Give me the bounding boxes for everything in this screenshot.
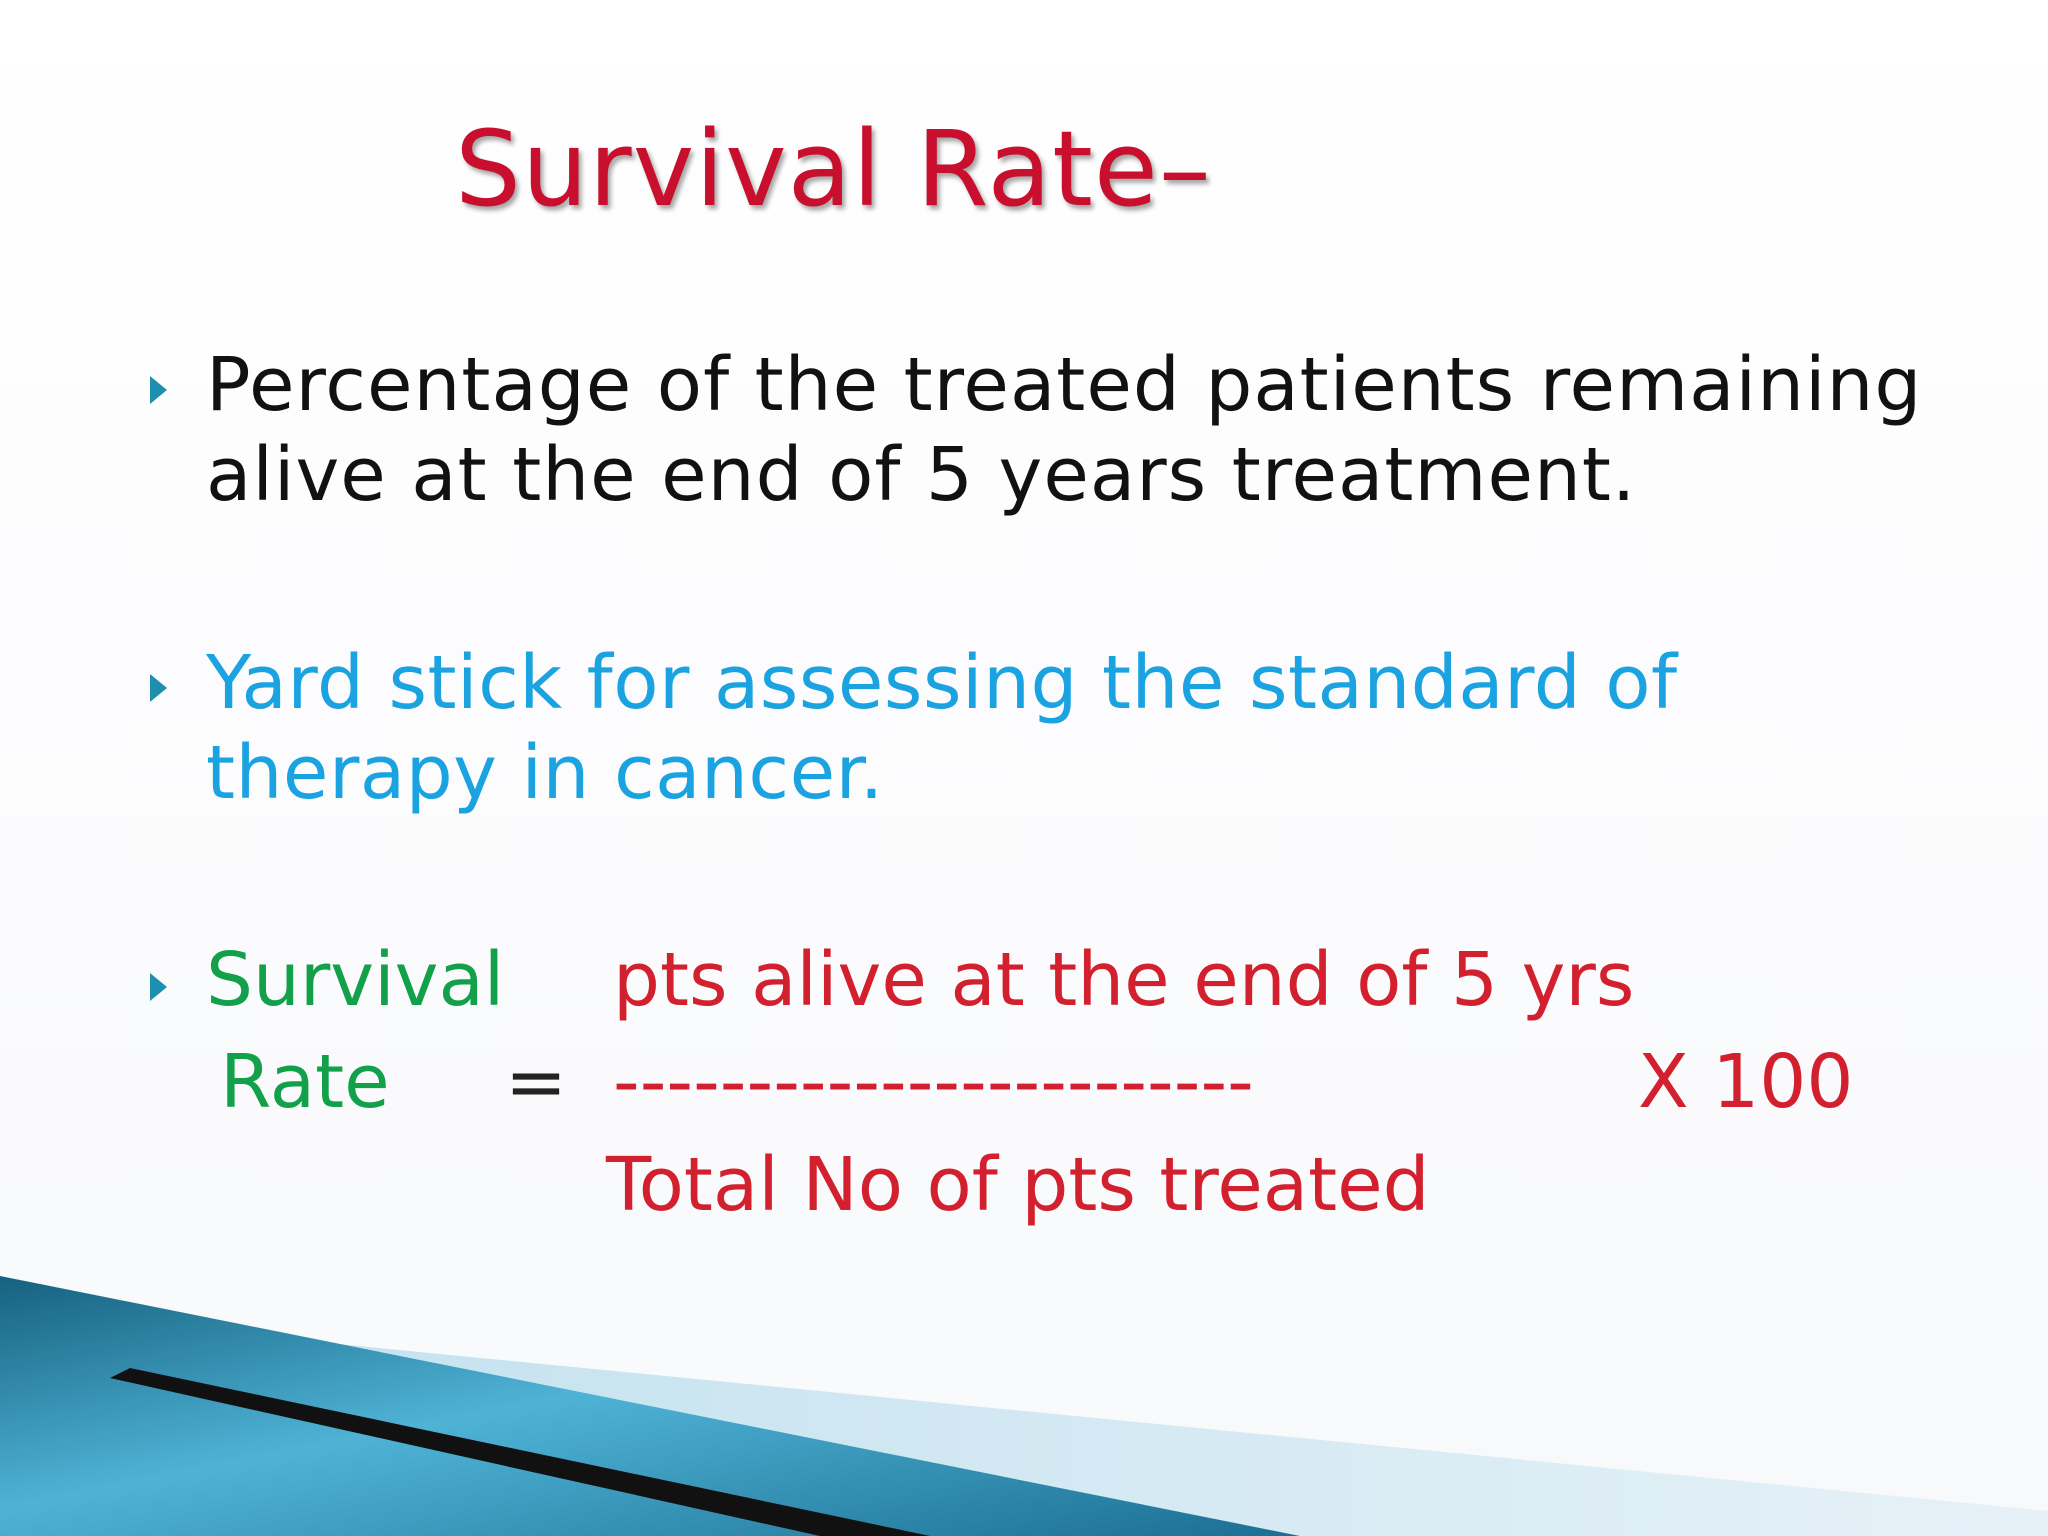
bullet-text: Percentage of the treated patients remai… bbox=[206, 342, 1923, 518]
swoosh-teal-band bbox=[0, 1276, 1300, 1536]
formula-numerator: pts alive at the end of 5 yrs bbox=[613, 937, 1635, 1023]
formula-equals-sign: = bbox=[505, 1039, 568, 1125]
swoosh-dark-stripe bbox=[110, 1368, 930, 1536]
bullet-text: Yard stick for assessing the standard of… bbox=[206, 640, 1678, 816]
formula-denominator: Total No of pts treated bbox=[606, 1142, 1430, 1228]
bullet-arrow-icon bbox=[150, 973, 167, 1001]
formula-label-survival: Survival bbox=[206, 937, 505, 1023]
bullet-arrow-icon bbox=[150, 376, 167, 404]
formula-label-rate: Rate bbox=[220, 1039, 390, 1125]
formula-fraction-bar: ------------------------ bbox=[613, 1039, 1254, 1125]
bullet-arrow-icon bbox=[150, 674, 167, 702]
slide-title: Survival Rate– bbox=[455, 108, 1212, 230]
decorative-corner-swoosh bbox=[0, 1276, 2048, 1536]
formula-multiplier: X 100 bbox=[1638, 1039, 1854, 1125]
